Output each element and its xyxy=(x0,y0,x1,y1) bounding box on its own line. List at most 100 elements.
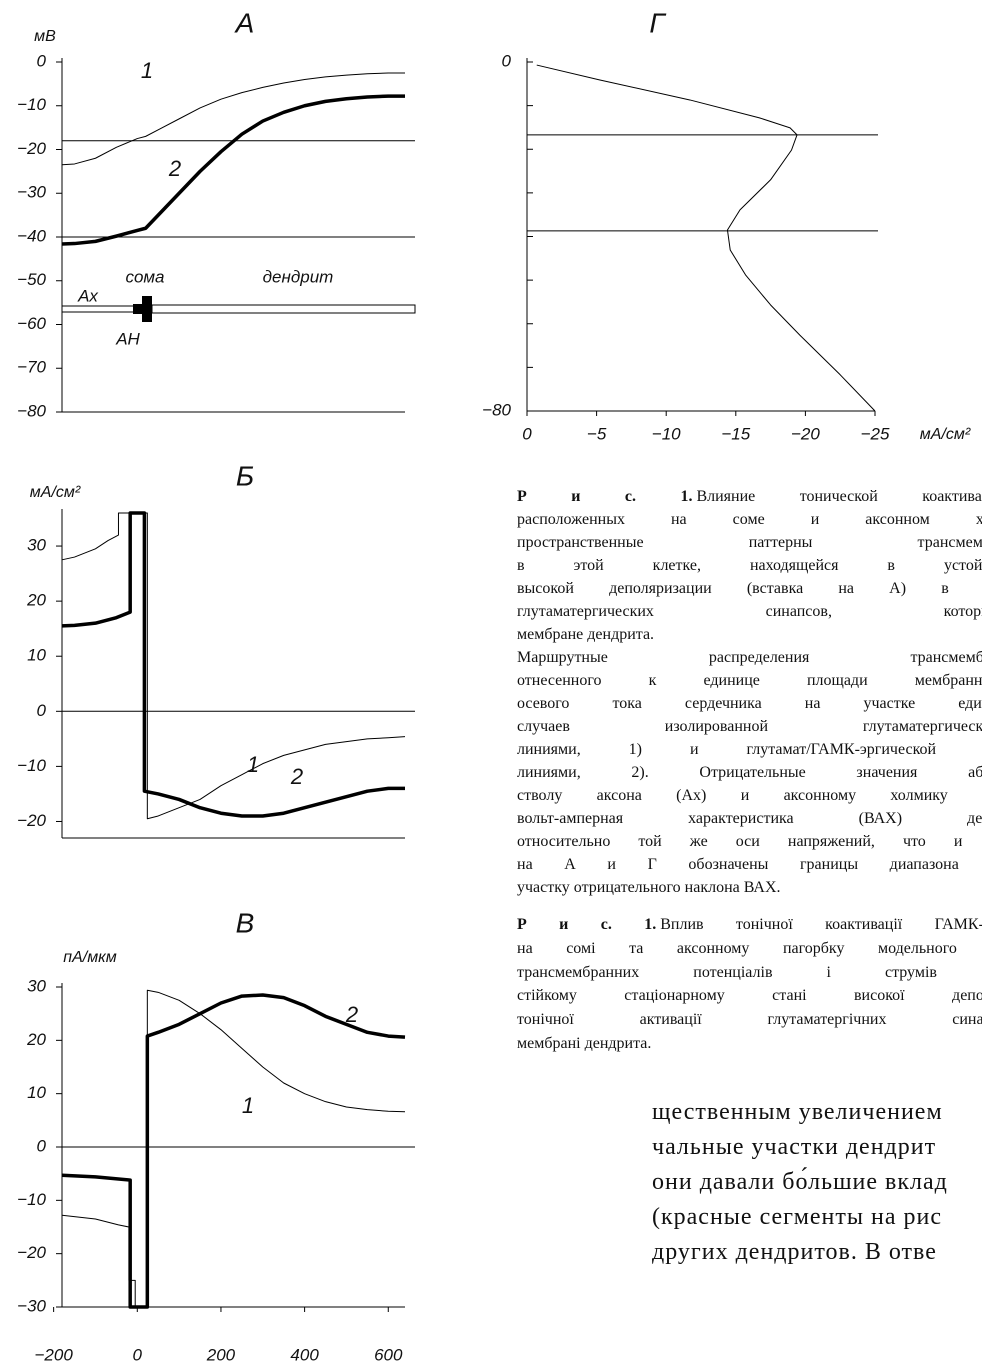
y-tick-label: 20 xyxy=(26,1030,46,1049)
y-tick-label: −20 xyxy=(17,139,46,158)
series-label: 1 xyxy=(242,1093,254,1118)
caption-line: осевого тока сердечника на участке едини xyxy=(517,695,982,712)
chart-title: В xyxy=(236,907,255,938)
chart-title: А xyxy=(234,7,255,38)
y-tick-label: −10 xyxy=(17,95,46,114)
series-label: 1 xyxy=(247,752,259,777)
y-tick-label: 10 xyxy=(27,1083,46,1102)
data-line xyxy=(61,72,405,166)
y-tick-label: −70 xyxy=(17,358,46,377)
series-label: 2 xyxy=(168,156,181,181)
annotation: сома xyxy=(125,267,164,286)
y-tick-label: −10 xyxy=(17,1190,46,1209)
body-line: других дендритов. В отве xyxy=(652,1239,937,1265)
caption-line: линиями, 2). Отрицательные значения абсц xyxy=(517,764,982,781)
x-tick-label: 600 xyxy=(374,1345,403,1364)
caption-line: стволу аксона (Ах) и аксонному холмику (… xyxy=(517,787,982,804)
data-line xyxy=(536,64,876,412)
series-label: 2 xyxy=(290,764,303,789)
data-line xyxy=(61,511,405,818)
data-line xyxy=(61,512,406,820)
soma-shape xyxy=(142,296,152,322)
y-tick-label: −30 xyxy=(17,1296,46,1315)
body-line: чальные участки дендрит xyxy=(652,1134,937,1160)
chart: БмА/см² 30 20 10 0 −10 −20 1 2 xyxy=(17,460,415,839)
caption-text: Влияние тонической коактиваци xyxy=(696,488,982,505)
series-label: 2 xyxy=(345,1002,358,1027)
caption-text: Вплив тонічної коактивації ГАМК-ер xyxy=(660,916,982,933)
annotation: АН xyxy=(115,329,140,348)
chart: ГмА/см² 0 −80 0 −5 −10 −15 −20 −25 xyxy=(482,7,971,443)
y-tick-label: −30 xyxy=(17,183,46,202)
caption-line: Р и с. 1. Вплив тонічної коактивації ГАМК… xyxy=(517,913,982,936)
x-tick-label: 0 xyxy=(133,1345,143,1364)
dendrite-shape xyxy=(151,304,416,314)
caption-line: стійкому стаціонарному стані високої деп… xyxy=(517,987,982,1005)
x-tick-label: −15 xyxy=(721,424,750,443)
x-tick-label: 200 xyxy=(206,1345,236,1364)
x-axis-unit: мА/см² xyxy=(920,426,971,443)
caption-line: на сомі та аксонному пагорбку модельного… xyxy=(517,939,982,957)
axon-shape xyxy=(61,305,135,313)
caption-line: тонічної активації глутаматергічних сина… xyxy=(517,1011,982,1029)
caption-line: на А и Г обозначены границы диапазона н xyxy=(517,856,982,873)
y-axis-unit: пА/мкм xyxy=(63,949,116,966)
caption-line: Маршрутные распределения трансмембра xyxy=(517,649,982,666)
y-tick-label: 30 xyxy=(27,976,46,995)
y-tick-label: 30 xyxy=(27,536,46,555)
x-tick-label: −25 xyxy=(861,424,890,443)
caption-line: мембране дендрита. xyxy=(517,626,655,643)
y-tick-label: 0 xyxy=(37,1136,47,1155)
x-tick-label: −200 xyxy=(34,1345,73,1364)
caption-line: в этой клетке, находящейся в устойчи xyxy=(517,557,982,574)
caption-line: вольт-амперная характеристика (ВАХ) денд xyxy=(517,810,982,827)
neuron-insert xyxy=(61,296,416,322)
caption-line: отнесенного к единице площади мембранной xyxy=(517,672,982,689)
x-tick-label: −10 xyxy=(652,424,681,443)
caption-label: Р и с. 1. xyxy=(517,488,693,505)
x-tick-label: −5 xyxy=(587,424,607,443)
y-tick-label: 10 xyxy=(27,646,46,665)
annotation: дендрит xyxy=(263,267,334,286)
body-line: (красные сегменты на рис xyxy=(652,1204,942,1230)
y-tick-label: −10 xyxy=(17,756,46,775)
caption-line: относительно той же оси напряжений, что … xyxy=(517,833,982,850)
y-tick-label: −60 xyxy=(17,314,46,333)
caption-line: трансмембранних потенціалів і струмів у xyxy=(517,963,982,981)
y-axis-unit: мА/см² xyxy=(30,484,81,501)
y-tick-label: 0 xyxy=(37,51,47,70)
y-tick-label: 0 xyxy=(502,51,512,70)
annotation: Ах xyxy=(77,286,98,305)
caption-line: Р и с. 1. Влияние тонической коактиваци xyxy=(517,485,982,508)
caption-line: мембрані дендрита. xyxy=(517,1035,652,1052)
x-tick-label: 0 xyxy=(522,424,532,443)
caption-line: случаев изолированной глутаматергической xyxy=(517,718,982,735)
caption-line: глутаматергических синапсов, которые xyxy=(517,603,982,620)
data-line xyxy=(61,993,406,1309)
body-line: щественным увеличением xyxy=(652,1099,943,1125)
y-tick-label: −80 xyxy=(17,401,46,420)
x-tick-label: 400 xyxy=(290,1345,319,1364)
y-tick-label: −20 xyxy=(17,811,46,830)
y-tick-label: 0 xyxy=(37,701,47,720)
data-line xyxy=(61,94,405,246)
body-line: они давали бо́льшие вклад xyxy=(652,1169,948,1195)
series-label: 1 xyxy=(141,58,153,83)
chart: АмВ 0 −10 −20 −30 −40 −50 −60 −70 −80 1 2 сома дендри… xyxy=(17,7,415,420)
caption-line: высокой деполяризации (вставка на А) в р… xyxy=(517,580,982,597)
y-axis-unit: мВ xyxy=(34,28,56,45)
caption-line: расположенных на соме и аксонном хол xyxy=(517,511,982,528)
caption-line: пространственные паттерны трансмембр xyxy=(517,534,982,551)
data-line xyxy=(61,989,406,1308)
chart-title: Б xyxy=(236,460,254,491)
y-tick-label: −80 xyxy=(482,400,511,419)
caption-line: участку отрицательного наклона ВАХ. xyxy=(517,879,781,896)
y-tick-label: 20 xyxy=(26,591,46,610)
y-tick-label: −40 xyxy=(17,226,46,245)
chart-title: Г xyxy=(649,7,666,38)
caption-label: Р и с. 1. xyxy=(517,916,657,933)
x-tick-label: −20 xyxy=(791,424,820,443)
y-tick-label: −50 xyxy=(17,270,46,289)
